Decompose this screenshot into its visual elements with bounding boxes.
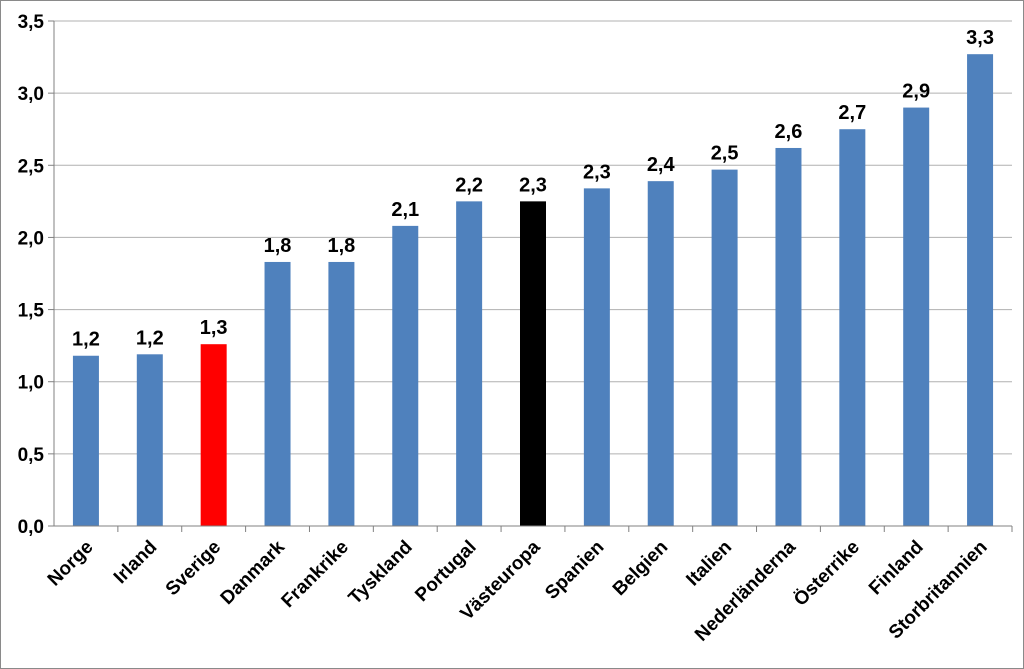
data-label-1: 1,2 bbox=[136, 327, 164, 349]
x-tick-label-12: Österrike bbox=[790, 537, 864, 611]
bar-8 bbox=[583, 188, 610, 526]
data-label-14: 3,3 bbox=[966, 27, 994, 49]
data-label-11: 2,6 bbox=[775, 121, 803, 143]
x-tick-label-5: Tyskland bbox=[345, 537, 417, 609]
x-tick-label-2: Sverige bbox=[162, 537, 225, 600]
data-label-3: 1,8 bbox=[264, 235, 292, 257]
y-tick-label: 0,5 bbox=[18, 445, 45, 466]
y-tick-labels: 0,0 0,5 1,0 1,5 2,0 2,5 3,0 3,5 bbox=[18, 12, 45, 538]
x-tick-label-8: Spanien bbox=[541, 537, 608, 604]
bar-13 bbox=[903, 107, 930, 527]
data-label-6: 2,2 bbox=[455, 174, 483, 196]
data-labels: 1,2 1,2 1,3 1,8 1,8 2,1 2,2 2,3 2,3 2,4 2,5 2,6 2,7 2… bbox=[72, 27, 994, 351]
y-tick-label: 0,0 bbox=[18, 517, 44, 538]
y-tick-label: 2,5 bbox=[18, 156, 45, 177]
bar-3 bbox=[264, 261, 291, 526]
data-label-2: 1,3 bbox=[200, 317, 228, 339]
axes bbox=[53, 21, 1012, 527]
data-label-8: 2,3 bbox=[583, 161, 611, 183]
y-tick-label: 1,5 bbox=[18, 301, 45, 322]
bar-4 bbox=[328, 261, 355, 526]
bar-2 bbox=[200, 344, 227, 526]
x-tick-label-1: Irland bbox=[110, 537, 161, 588]
x-tick-label-9: Belgien bbox=[609, 537, 672, 600]
data-label-12: 2,7 bbox=[838, 102, 866, 124]
y-tick-label: 3,5 bbox=[18, 12, 45, 33]
bar-10 bbox=[711, 169, 738, 526]
x-tick-labels: Norge Irland SverigeDanmarkFrankrikeTyskla… bbox=[44, 536, 992, 645]
bar-0 bbox=[72, 355, 99, 526]
data-label-13: 2,9 bbox=[902, 81, 930, 103]
y-tick-label: 2,0 bbox=[18, 228, 44, 249]
bars bbox=[72, 54, 994, 527]
bar-5 bbox=[392, 225, 419, 526]
x-tick-label-10: Italien bbox=[682, 537, 736, 591]
y-tick-label: 1,0 bbox=[18, 373, 44, 394]
x-tick-label-4: Frankrike bbox=[278, 537, 353, 612]
bar-14 bbox=[967, 54, 994, 526]
x-tick-label-0: Norge bbox=[44, 537, 98, 591]
bar-7 bbox=[520, 201, 546, 526]
bar-6 bbox=[456, 201, 483, 526]
data-label-10: 2,5 bbox=[711, 143, 739, 165]
data-label-9: 2,4 bbox=[647, 154, 676, 176]
y-tick-label: 3,0 bbox=[18, 84, 44, 105]
bar-9 bbox=[647, 181, 674, 526]
data-label-5: 2,1 bbox=[391, 199, 419, 221]
bar-1 bbox=[136, 354, 163, 526]
bar-12 bbox=[839, 129, 866, 526]
data-label-7: 2,3 bbox=[519, 174, 547, 196]
data-label-0: 1,2 bbox=[72, 329, 100, 351]
bar-11 bbox=[775, 147, 802, 526]
data-label-4: 1,8 bbox=[327, 235, 355, 257]
x-tick-label-13: Finland bbox=[865, 537, 928, 600]
